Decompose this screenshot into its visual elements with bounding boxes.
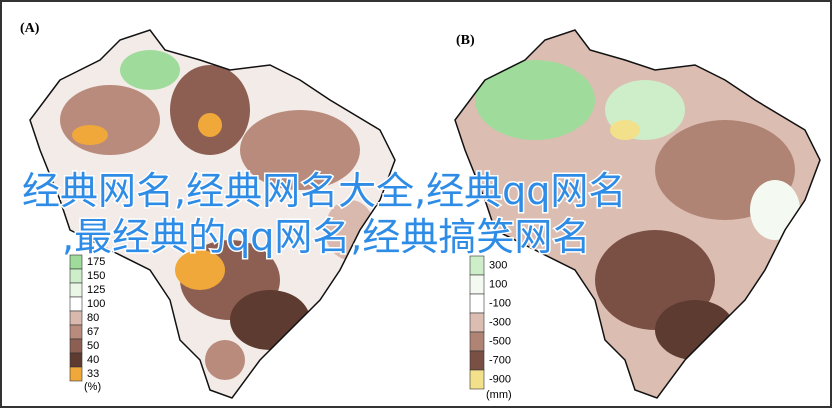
- legend-label: 150: [87, 270, 105, 282]
- panel-label: (A): [20, 21, 40, 36]
- legend-label: 33: [87, 368, 99, 380]
- legends: 175 150 125 100 80 67 50 40 33(%) 300 100 -100 -300 -…: [69, 254, 512, 401]
- legend-label: -900: [489, 373, 511, 385]
- legend-swatch: [469, 312, 485, 333]
- legend-unit: (%): [84, 381, 101, 393]
- legend-label: 100: [87, 298, 105, 310]
- legend-swatch: [69, 366, 83, 382]
- legend-label: 50: [87, 340, 99, 352]
- legend-label: -100: [489, 297, 511, 309]
- legend-label: 100: [489, 278, 507, 290]
- panel-label: (B): [456, 33, 475, 48]
- overlay-text: 经典网名,经典网名大全,经典qq网名: [22, 169, 626, 213]
- legend-swatch: [69, 310, 83, 326]
- legend-swatch: [69, 324, 83, 340]
- legend-label: -500: [489, 335, 511, 347]
- legend-label: 125: [87, 284, 105, 296]
- legend-swatch: [69, 282, 83, 298]
- legend-label: 175: [87, 256, 105, 268]
- legend-swatch: [469, 369, 485, 390]
- overlay-text: ,最经典的qq网名,经典搞笑网名: [62, 215, 590, 259]
- legend-label: -300: [489, 316, 511, 328]
- legend-swatch: [469, 293, 485, 314]
- legend-label: 300: [489, 259, 507, 271]
- legend-label: 67: [87, 326, 99, 338]
- legend-swatch: [69, 296, 83, 312]
- legend-unit: (mm): [486, 389, 512, 401]
- legend-swatch: [69, 352, 83, 368]
- legend-swatch: [469, 274, 485, 295]
- legend-label: -700: [489, 354, 511, 366]
- legend-label: 80: [87, 312, 99, 324]
- legend-swatch: [469, 331, 485, 352]
- legend-swatch: [469, 350, 485, 371]
- legend-swatch: [69, 338, 83, 354]
- legend-swatch: [69, 268, 83, 284]
- legend-label: 40: [87, 354, 99, 366]
